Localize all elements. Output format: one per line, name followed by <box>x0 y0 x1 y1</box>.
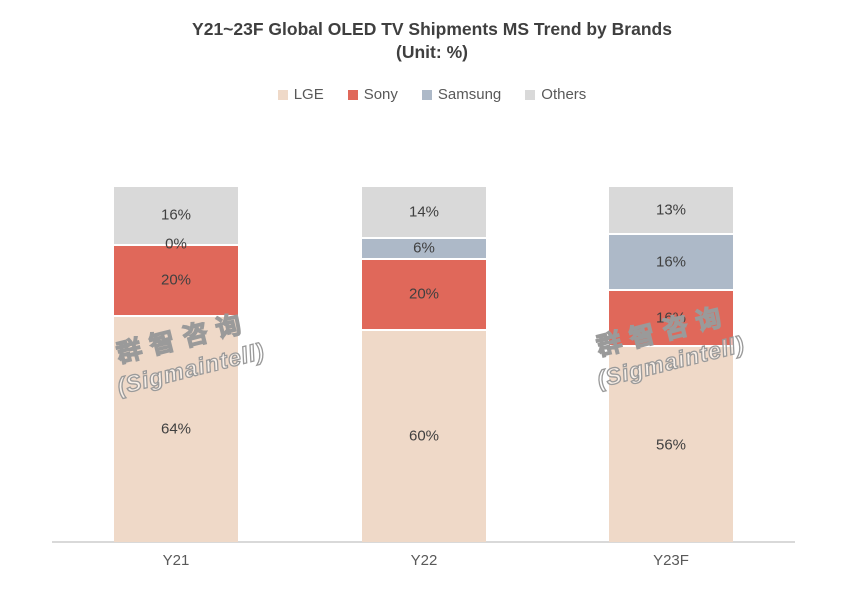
bar-segment-lge: 64% <box>114 314 238 542</box>
bar-segment-label: 16% <box>655 309 687 327</box>
bar-segment-sony: 20% <box>362 257 486 329</box>
bar-segment-label: 64% <box>160 420 192 438</box>
bar-column-y21: 16% 0% 20% 64% <box>114 187 238 542</box>
legend-item-sony: Sony <box>347 86 398 103</box>
legend-item-others: Others <box>525 86 586 103</box>
chart-title-block: Y21~23F Global OLED TV Shipments MS Tren… <box>0 18 864 64</box>
category-label-y21: Y21 <box>162 552 190 569</box>
bar-segment-others: 13% <box>609 187 733 233</box>
bar-segment-label: 16% <box>160 206 192 224</box>
bar-segment-samsung: 6% <box>362 236 486 258</box>
legend-swatch-others <box>525 89 536 100</box>
bar-segment-label: 56% <box>655 436 687 454</box>
bar-segment-label: 60% <box>408 427 440 445</box>
legend-swatch-samsung <box>421 89 432 100</box>
bar-segment-label: 0% <box>165 235 187 253</box>
legend-item-samsung: Samsung <box>421 86 502 103</box>
legend-label: Samsung <box>437 86 502 103</box>
legend-label: LGE <box>293 86 324 103</box>
bar-column-y23f: 13% 16% 16% 56% <box>609 187 733 542</box>
bar-segment-label: 20% <box>408 285 440 303</box>
bar-segment-sony: 16% <box>609 288 733 346</box>
legend-label: Sony <box>363 86 398 103</box>
chart-title: Y21~23F Global OLED TV Shipments MS Tren… <box>192 19 672 39</box>
category-label-y23f: Y23F <box>653 552 689 569</box>
legend-swatch-lge <box>277 89 288 100</box>
legend-swatch-sony <box>347 89 358 100</box>
bar-column-y22: 14% 6% 20% 60% <box>362 187 486 542</box>
bar-segment-lge: 56% <box>609 345 733 542</box>
chart-subtitle: (Unit: %) <box>396 42 468 62</box>
bar-segment-sony: 20% <box>114 243 238 315</box>
legend: LGE Sony Samsung Others <box>0 86 864 103</box>
bar-segment-label: 13% <box>655 201 687 219</box>
x-axis-line <box>52 541 795 543</box>
bar-segment-samsung: 16% <box>609 232 733 289</box>
bar-segment-label: 14% <box>408 203 440 221</box>
legend-item-lge: LGE <box>277 86 324 103</box>
bar-segment-label: 20% <box>160 271 192 289</box>
legend-label: Others <box>541 86 587 103</box>
bar-segment-lge: 60% <box>362 328 486 542</box>
category-label-y22: Y22 <box>410 552 438 569</box>
bar-segment-others: 16% <box>114 187 238 244</box>
bar-segment-label: 16% <box>655 253 687 271</box>
bar-segment-others: 14% <box>362 187 486 237</box>
bar-segment-label: 6% <box>413 239 435 257</box>
